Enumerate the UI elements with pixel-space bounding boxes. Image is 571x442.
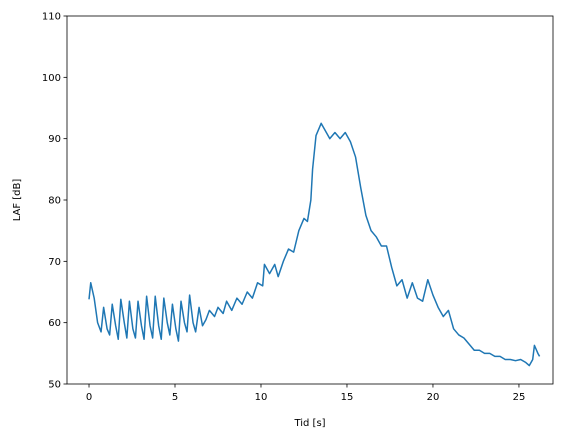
y-tick-label: 80: [48, 196, 61, 207]
x-tick-label: 20: [427, 392, 440, 403]
x-tick-label: 25: [513, 392, 526, 403]
y-axis-label: LAF [dB]: [12, 179, 23, 222]
y-tick-label: 90: [48, 134, 61, 145]
y-tick-label: 60: [48, 318, 61, 329]
line-series: [88, 122, 541, 367]
x-tick-label: 5: [172, 392, 178, 403]
y-tick-label: 70: [48, 257, 61, 268]
x-tick-label: 0: [86, 392, 92, 403]
y-tick-label: 50: [48, 380, 61, 391]
y-tick-label: 100: [42, 73, 61, 84]
x-tick-label: 10: [255, 392, 268, 403]
y-tick-label: 110: [42, 12, 61, 23]
plot-frame: [66, 15, 554, 385]
x-tick-label: 15: [341, 392, 354, 403]
x-axis-label: Tid [s]: [293, 418, 325, 429]
